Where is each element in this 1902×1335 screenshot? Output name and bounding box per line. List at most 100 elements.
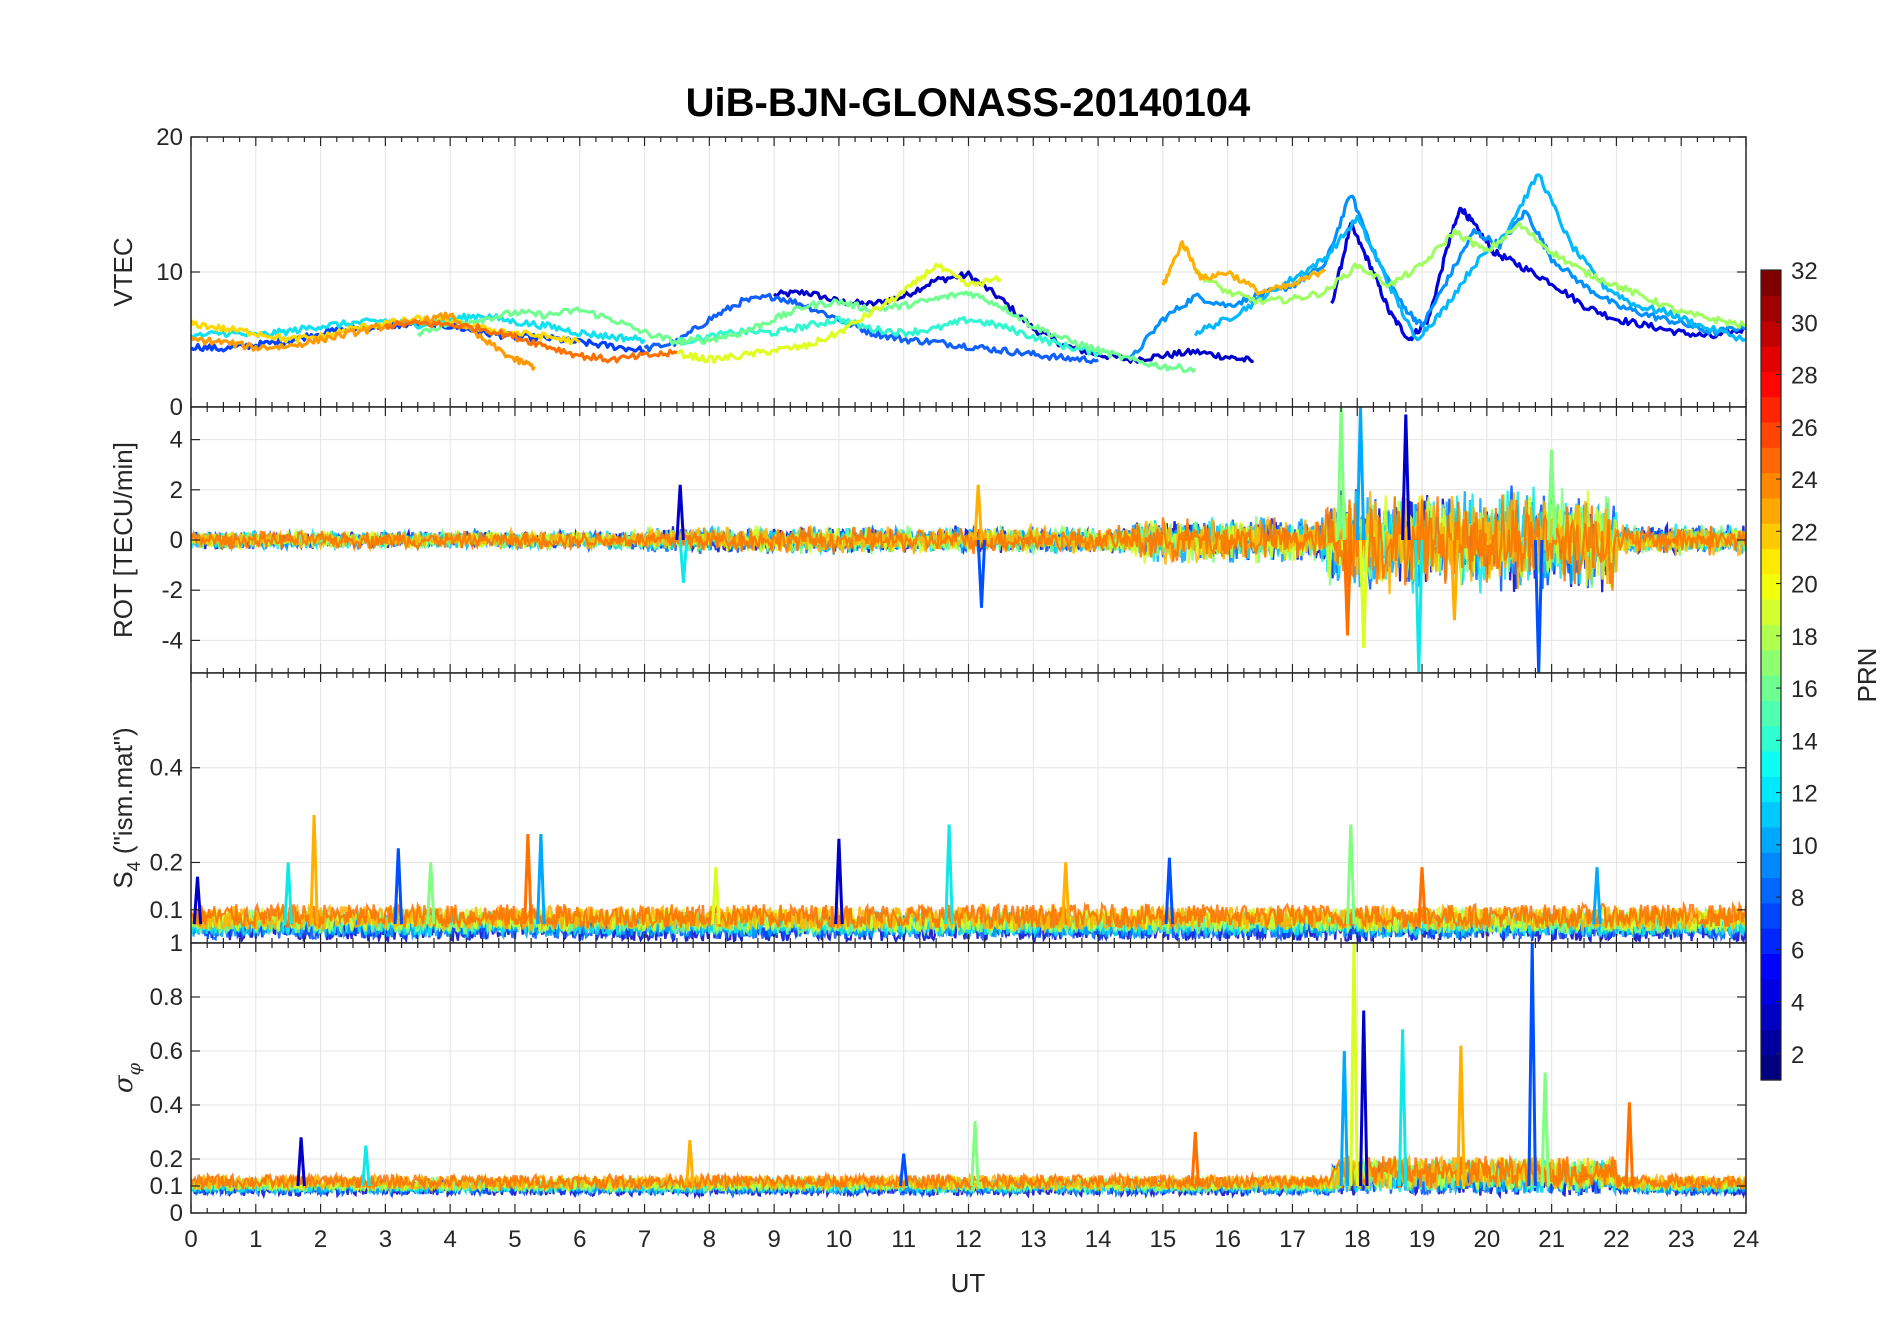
- colorbar-swatch: [1761, 801, 1781, 828]
- x-tick-label: 11: [891, 1226, 916, 1253]
- sigma-peak: [296, 1137, 306, 1187]
- vtec-series-prn-19: [675, 262, 1002, 365]
- colorbar-swatch: [1761, 421, 1781, 448]
- colorbar-swatch: [1761, 599, 1781, 625]
- y-axis-label: ROT [TECU/min]: [108, 442, 138, 638]
- colorbar-swatch: [1761, 700, 1781, 727]
- colorbar-swatch: [1761, 750, 1781, 777]
- vtec-series-prn-9: [1129, 194, 1746, 359]
- plot-area-rot: [191, 407, 1746, 673]
- y-tick-label: 2: [170, 477, 183, 504]
- y-tick-label: 0.1: [150, 897, 183, 924]
- colorbar-swatch: [1761, 1029, 1781, 1056]
- s4-peak: [283, 862, 293, 925]
- colorbar-swatch: [1761, 953, 1781, 980]
- y-tick-label: 0.4: [150, 755, 183, 782]
- colorbar-swatch: [1761, 573, 1781, 600]
- colorbar-tick-label: 26: [1791, 415, 1818, 442]
- x-tick-label: 7: [638, 1226, 651, 1253]
- y-tick-label: -2: [162, 577, 183, 604]
- sigma-peak: [1624, 1102, 1635, 1187]
- vtec-series-prn-22: [1161, 240, 1327, 296]
- colorbar-tick-label: 10: [1791, 833, 1818, 860]
- chart-title: UiB-BJN-GLONASS-20140104: [686, 81, 1251, 125]
- colorbar-swatch: [1761, 396, 1781, 423]
- x-tick-label: 22: [1603, 1226, 1630, 1253]
- x-axis-label: UT: [951, 1268, 986, 1298]
- rot-peak: [973, 484, 983, 541]
- colorbar-swatch: [1761, 548, 1781, 575]
- rot-peak: [1342, 539, 1353, 636]
- y-axis-label: S4 ("ism.mat"): [108, 727, 144, 888]
- colorbar-tick-label: 8: [1791, 885, 1804, 912]
- colorbar-swatch: [1761, 624, 1781, 651]
- y-tick-label: 0.2: [150, 849, 183, 876]
- rot-peak: [1336, 407, 1346, 541]
- sigma-peak: [1349, 943, 1359, 1187]
- colorbar-swatch: [1761, 345, 1781, 372]
- y-tick-label: 0.2: [150, 1146, 183, 1173]
- rot-peak: [1533, 539, 1544, 673]
- sigma-peak: [1339, 1050, 1349, 1187]
- x-tick-label: 21: [1538, 1226, 1565, 1253]
- s4-peak: [426, 862, 436, 925]
- x-tick-label: 1: [249, 1226, 262, 1253]
- s4-peak: [309, 815, 319, 925]
- sigma-peak: [1190, 1131, 1200, 1187]
- colorbar-tick-label: 28: [1791, 363, 1818, 390]
- colorbar-tick-label: 18: [1791, 624, 1818, 651]
- vtec-series-prn-17: [1194, 221, 1746, 329]
- colorbar-swatch: [1761, 295, 1781, 322]
- vtec-series-prn-23: [191, 311, 536, 371]
- x-tick-label: 10: [826, 1226, 853, 1253]
- s4-peak: [536, 834, 546, 925]
- s4-peak: [944, 824, 954, 925]
- colorbar-swatch: [1761, 928, 1781, 955]
- x-tick-label: 4: [443, 1226, 456, 1253]
- colorbar-swatch: [1761, 877, 1781, 904]
- s4-peak: [192, 876, 203, 925]
- x-tick-label: 20: [1473, 1226, 1500, 1253]
- colorbar-swatch: [1761, 902, 1781, 929]
- y-tick-label: 0: [170, 394, 183, 421]
- colorbar-frame: [1760, 269, 1782, 1081]
- y-tick-label: 0: [170, 527, 183, 554]
- s4-peak: [1592, 867, 1602, 925]
- rot-series-7: [191, 494, 1746, 591]
- y-tick-label: 10: [156, 259, 183, 286]
- sigma-peak: [899, 1153, 909, 1187]
- x-tick-label: 13: [1020, 1226, 1047, 1253]
- s4-peak: [1417, 867, 1427, 925]
- sigma-peak: [361, 1145, 371, 1187]
- sigma-peak: [970, 1121, 980, 1187]
- colorbar-swatch: [1761, 978, 1781, 1005]
- colorbar-swatch: [1761, 1004, 1781, 1030]
- x-tick-label: 6: [573, 1226, 586, 1253]
- colorbar-swatch: [1761, 523, 1781, 550]
- s4-peak: [1164, 857, 1175, 925]
- plot-area-sigma: [191, 943, 1746, 1200]
- colorbar-tick-label: 12: [1791, 781, 1818, 808]
- y-tick-label: 0.4: [150, 1092, 183, 1119]
- sigma-peak: [1527, 943, 1537, 1187]
- panel-vtec: 0 10 20 VTEC: [108, 124, 1747, 421]
- sigma-peak: [685, 1139, 695, 1187]
- y-tick-label: 0: [170, 1200, 183, 1227]
- x-tick-label: 17: [1279, 1226, 1306, 1253]
- colorbar-tick-label: 6: [1791, 937, 1804, 964]
- x-tick-label: 9: [767, 1226, 780, 1253]
- colorbar-tick-label: 22: [1791, 519, 1818, 546]
- vtec-series-prn-7: [643, 292, 1099, 365]
- x-tick-label: 16: [1214, 1226, 1241, 1253]
- rot-peak: [976, 539, 987, 608]
- x-tick-label: 12: [955, 1226, 982, 1253]
- rot-peak: [675, 484, 685, 541]
- x-tick-label: 18: [1344, 1226, 1371, 1253]
- colorbar-swatch: [1761, 649, 1781, 676]
- colorbar-swatch: [1761, 826, 1781, 853]
- colorbar-swatch: [1761, 371, 1781, 398]
- x-tick-label: 8: [703, 1226, 716, 1253]
